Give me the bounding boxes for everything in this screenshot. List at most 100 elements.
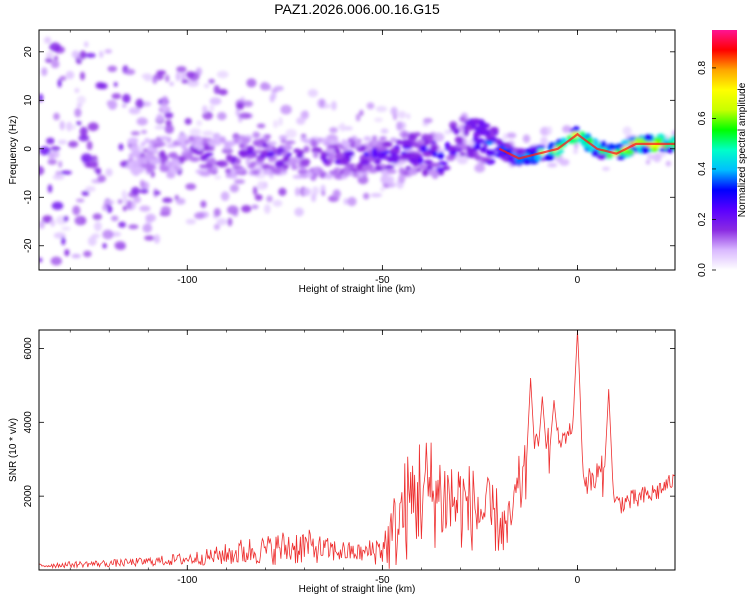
snr-ticks: -100 -50 0 2000 4000 6000 <box>23 330 675 586</box>
spectrogram-cell <box>199 171 210 177</box>
spectrogram-cell <box>422 151 433 157</box>
spectrogram-cell <box>118 143 124 151</box>
spectrogram-y-axis-label: Frequency (Hz) <box>8 116 19 185</box>
spectrogram-cell <box>324 173 334 180</box>
spectrogram-cell <box>602 166 610 171</box>
spectrogram-cell <box>343 169 350 177</box>
spectrogram-cell <box>252 131 260 139</box>
spectrogram-cell <box>223 141 231 146</box>
spectrogram-cell <box>72 205 81 216</box>
spectrogram-cell <box>431 149 438 158</box>
spectrogram-cell <box>312 151 319 159</box>
spectrogram-cell <box>430 144 439 152</box>
spectrogram-cell <box>102 243 107 249</box>
spectrogram-cell <box>285 128 297 139</box>
spectrogram-cell <box>105 168 113 177</box>
spectrogram-cell <box>144 235 155 241</box>
spectrogram-cell <box>220 191 230 201</box>
spectrogram-cell <box>131 150 143 156</box>
spectrogram-cell <box>74 88 80 93</box>
spectrogram-cell <box>209 97 222 105</box>
spectrogram-cell <box>261 149 269 156</box>
spectrogram-cell <box>140 141 146 147</box>
spectrogram-cell <box>652 153 662 163</box>
spectrogram-cell <box>261 163 271 170</box>
spectrogram-cell <box>52 174 65 180</box>
spectrogram-cell <box>449 154 456 159</box>
spectrogram-cell <box>83 250 92 258</box>
spectrogram-cell <box>137 145 144 151</box>
spectrogram-cell <box>46 137 55 145</box>
spectrogram-cell <box>191 157 198 162</box>
spectrogram-cell <box>339 157 349 166</box>
spectrogram-cell <box>329 139 340 145</box>
spectrogram-cell <box>302 187 311 196</box>
spectrogram-cell <box>221 148 234 154</box>
spectrogram-cell <box>152 75 158 84</box>
spectrogram-cell <box>204 163 214 169</box>
spectrogram-cell <box>132 143 138 148</box>
spectrogram-cell <box>130 169 139 174</box>
spectrogram-cell <box>340 122 346 132</box>
spectrogram-cell <box>473 143 482 150</box>
spectrogram-cell <box>390 106 398 116</box>
spectrogram-cell <box>266 141 278 146</box>
spectrogram-cell <box>152 143 163 148</box>
spectrogram-cell <box>433 132 445 142</box>
spectrogram-cell <box>51 201 64 210</box>
spectrogram-cell <box>140 129 148 134</box>
spectrogram-cell <box>65 70 75 80</box>
y-tick-label: -20 <box>23 238 34 253</box>
x-tick-label: 0 <box>575 275 581 286</box>
spectrogram-cell <box>561 137 567 142</box>
spectrogram-cell <box>285 140 296 145</box>
spectrogram-cell <box>402 170 410 176</box>
spectrogram-cell <box>366 102 375 110</box>
spectrogram-cell <box>280 139 287 144</box>
spectrogram-cell <box>121 103 127 108</box>
spectrogram-cell <box>231 173 238 179</box>
spectrogram-cell <box>103 199 115 205</box>
spectrogram-cell <box>329 127 338 134</box>
spectrogram-cell <box>382 175 395 185</box>
spectrogram-cell <box>624 148 634 156</box>
spectrogram-cell <box>408 167 417 175</box>
spectrogram-cell <box>203 83 210 89</box>
spectrogram-cell <box>169 81 175 86</box>
spectrogram-cell <box>47 184 53 193</box>
spectrogram-cell <box>180 144 187 149</box>
spectrogram-cell <box>522 158 532 165</box>
y-tick-label: 6000 <box>23 337 34 360</box>
spectrogram-cell <box>643 134 654 142</box>
spectrogram-cell <box>53 55 59 61</box>
spectrogram-frame <box>38 29 676 271</box>
spectrogram-cell <box>300 136 307 142</box>
spectrogram-cell <box>647 153 654 160</box>
spectrogram-cell <box>172 154 180 160</box>
spectrogram-cell <box>229 184 239 193</box>
spectrogram-cell <box>216 218 228 226</box>
spectrogram-cell <box>398 173 406 184</box>
colorbar-tick-label: 0.0 <box>697 263 708 277</box>
snr-x-axis-label: Height of straight line (km) <box>299 584 416 595</box>
spectrogram-cell <box>153 234 160 244</box>
spectrogram-cell <box>87 236 97 247</box>
spectrogram-cell <box>122 205 127 212</box>
spectrogram-cell <box>214 175 222 180</box>
spectrogram-cell <box>171 167 177 175</box>
spectrogram-cell <box>291 165 298 170</box>
spectrogram-cell <box>85 186 96 192</box>
spectrogram-cell <box>45 57 53 63</box>
x-tick-label: -100 <box>177 575 197 586</box>
spectrogram-cell <box>187 79 200 87</box>
spectrogram-cell <box>390 137 398 143</box>
spectrogram-cell <box>159 136 171 141</box>
spectrogram-cell <box>98 50 104 59</box>
spectrogram-cell <box>185 71 195 79</box>
spectrogram-cell <box>473 151 479 156</box>
spectrogram-cell <box>482 157 492 162</box>
spectrogram-cell <box>641 146 650 154</box>
spectrogram-cell <box>382 141 393 148</box>
spectrogram-cell <box>422 169 429 177</box>
spectrogram-cell <box>320 154 327 161</box>
